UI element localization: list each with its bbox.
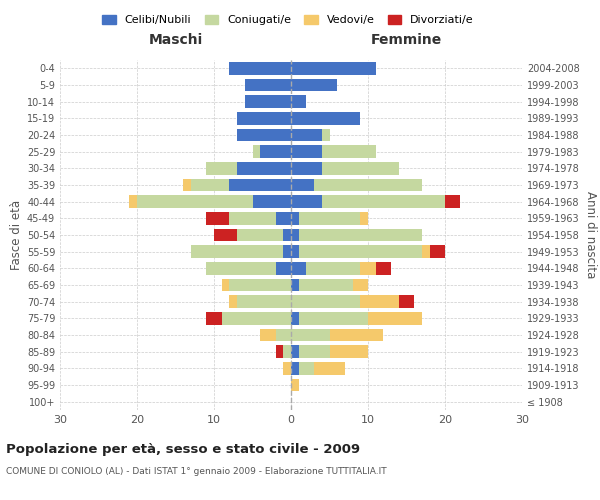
Bar bbox=[191, 179, 229, 192]
Bar bbox=[291, 179, 314, 192]
Bar bbox=[291, 296, 360, 308]
Bar bbox=[229, 279, 291, 291]
Bar bbox=[291, 96, 307, 108]
Bar bbox=[291, 279, 299, 291]
Bar bbox=[291, 146, 322, 158]
Bar bbox=[445, 196, 460, 208]
Bar bbox=[299, 346, 329, 358]
Bar bbox=[314, 362, 345, 374]
Bar bbox=[222, 312, 291, 324]
Bar bbox=[283, 229, 291, 241]
Bar bbox=[229, 296, 237, 308]
Bar bbox=[206, 162, 237, 174]
Bar bbox=[206, 312, 222, 324]
Bar bbox=[283, 362, 291, 374]
Bar bbox=[430, 246, 445, 258]
Bar bbox=[353, 279, 368, 291]
Text: COMUNE DI CONIOLO (AL) - Dati ISTAT 1° gennaio 2009 - Elaborazione TUTTITALIA.IT: COMUNE DI CONIOLO (AL) - Dati ISTAT 1° g… bbox=[6, 468, 386, 476]
Bar bbox=[422, 246, 430, 258]
Bar bbox=[237, 229, 283, 241]
Bar bbox=[376, 262, 391, 274]
Bar bbox=[237, 112, 291, 124]
Bar bbox=[229, 179, 291, 192]
Bar bbox=[229, 212, 275, 224]
Bar bbox=[360, 296, 399, 308]
Bar bbox=[260, 146, 291, 158]
Bar bbox=[307, 262, 360, 274]
Y-axis label: Anni di nascita: Anni di nascita bbox=[584, 192, 597, 278]
Bar bbox=[360, 262, 376, 274]
Bar bbox=[291, 62, 376, 74]
Bar bbox=[283, 246, 291, 258]
Bar bbox=[291, 362, 299, 374]
Bar bbox=[299, 229, 422, 241]
Bar bbox=[291, 329, 329, 341]
Bar bbox=[260, 329, 275, 341]
Bar bbox=[130, 196, 137, 208]
Bar bbox=[322, 162, 399, 174]
Bar bbox=[206, 262, 275, 274]
Bar bbox=[183, 179, 191, 192]
Bar bbox=[275, 329, 291, 341]
Text: Femmine: Femmine bbox=[371, 34, 442, 48]
Bar bbox=[245, 79, 291, 92]
Bar bbox=[245, 96, 291, 108]
Bar bbox=[329, 329, 383, 341]
Bar bbox=[291, 229, 299, 241]
Bar bbox=[275, 346, 283, 358]
Bar bbox=[322, 146, 376, 158]
Bar bbox=[291, 162, 322, 174]
Bar bbox=[291, 312, 299, 324]
Bar bbox=[237, 162, 291, 174]
Bar bbox=[329, 346, 368, 358]
Bar bbox=[237, 129, 291, 141]
Bar bbox=[299, 279, 353, 291]
Bar bbox=[322, 129, 329, 141]
Bar bbox=[299, 362, 314, 374]
Bar bbox=[291, 112, 360, 124]
Bar bbox=[291, 212, 299, 224]
Bar bbox=[291, 129, 322, 141]
Bar bbox=[291, 196, 322, 208]
Text: Maschi: Maschi bbox=[148, 34, 203, 48]
Legend: Celibi/Nubili, Coniugati/e, Vedovi/e, Divorziati/e: Celibi/Nubili, Coniugati/e, Vedovi/e, Di… bbox=[98, 10, 478, 30]
Bar bbox=[191, 246, 283, 258]
Bar bbox=[237, 296, 291, 308]
Bar bbox=[291, 262, 307, 274]
Bar bbox=[222, 279, 229, 291]
Bar bbox=[283, 346, 291, 358]
Y-axis label: Fasce di età: Fasce di età bbox=[10, 200, 23, 270]
Bar bbox=[253, 196, 291, 208]
Bar bbox=[275, 262, 291, 274]
Bar bbox=[275, 212, 291, 224]
Bar bbox=[253, 146, 260, 158]
Bar bbox=[299, 212, 360, 224]
Text: Popolazione per età, sesso e stato civile - 2009: Popolazione per età, sesso e stato civil… bbox=[6, 442, 360, 456]
Bar bbox=[299, 246, 422, 258]
Bar bbox=[368, 312, 422, 324]
Bar bbox=[299, 312, 368, 324]
Bar bbox=[214, 229, 237, 241]
Bar bbox=[314, 179, 422, 192]
Bar bbox=[137, 196, 253, 208]
Bar bbox=[291, 346, 299, 358]
Bar bbox=[360, 212, 368, 224]
Bar bbox=[229, 62, 291, 74]
Bar bbox=[399, 296, 414, 308]
Bar bbox=[206, 212, 229, 224]
Bar bbox=[291, 379, 299, 391]
Bar bbox=[291, 246, 299, 258]
Bar bbox=[322, 196, 445, 208]
Bar bbox=[291, 79, 337, 92]
